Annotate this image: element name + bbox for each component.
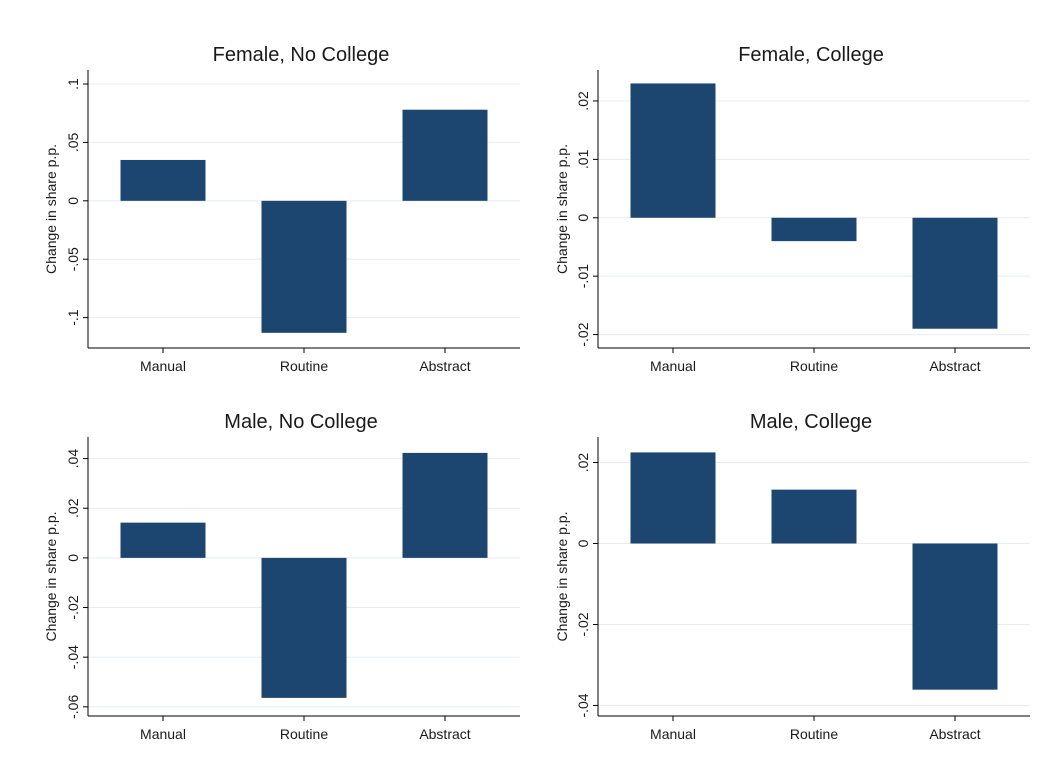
y-tick-label: .05 — [65, 132, 81, 152]
x-tick-label: Abstract — [419, 726, 470, 742]
y-tick-label: .01 — [575, 149, 591, 169]
x-tick-label: Manual — [650, 726, 696, 742]
x-tick-label: Abstract — [419, 358, 470, 374]
y-tick-label: .02 — [65, 498, 81, 518]
bar-manual — [630, 452, 716, 544]
x-tick-label: Routine — [790, 358, 838, 374]
y-tick-label: .1 — [65, 78, 81, 90]
chart-title: Female, No College — [213, 44, 390, 66]
chart-panel-1: .1 .05 0 -.05 -.1 Manual Routine Abstract Female… — [43, 44, 520, 374]
y-tick-label: 0 — [65, 554, 81, 562]
bar-abstract — [912, 543, 998, 690]
chart-panel-4: .02 0 -.02 -.04 Manual Routine Abstract Male, C… — [554, 411, 1030, 742]
bar-routine — [771, 217, 857, 242]
bar-abstract — [402, 452, 488, 558]
y-tick-label: -.01 — [575, 264, 591, 288]
y-axis-label: Change in share p.p. — [554, 512, 570, 642]
y-tick-label: 0 — [575, 214, 591, 222]
chart-title: Female, College — [738, 44, 884, 66]
x-tick-label: Routine — [790, 726, 838, 742]
x-tick-label: Manual — [650, 358, 696, 374]
chart-panel-3: .04 .02 0 -.02 -.04 -.06 Manual Routine Abstract… — [43, 411, 520, 742]
bar-routine — [261, 557, 347, 698]
y-tick-label: -.06 — [65, 695, 81, 719]
bar-abstract — [402, 109, 488, 201]
y-tick-label: -.04 — [65, 645, 81, 669]
y-tick-label: -.05 — [65, 247, 81, 271]
y-axis-label: Change in share p.p. — [43, 512, 59, 642]
x-tick-label: Abstract — [929, 358, 980, 374]
bar-manual — [120, 522, 206, 558]
bar-manual — [630, 83, 716, 218]
y-tick-label: -.04 — [575, 693, 591, 717]
x-tick-label: Manual — [140, 358, 186, 374]
y-axis-label: Change in share p.p. — [554, 144, 570, 274]
y-tick-label: .04 — [65, 449, 81, 469]
bar-routine — [261, 200, 347, 333]
bar-manual — [120, 159, 206, 201]
y-tick-label: -.1 — [65, 309, 81, 326]
x-tick-label: Manual — [140, 726, 186, 742]
bar-routine — [771, 489, 857, 544]
y-axis-label: Change in share p.p. — [43, 144, 59, 274]
x-tick-label: Routine — [280, 358, 328, 374]
x-tick-label: Abstract — [929, 726, 980, 742]
y-tick-label: -.02 — [575, 612, 591, 636]
chart-title: Male, No College — [224, 411, 377, 433]
y-tick-label: -.02 — [65, 595, 81, 619]
chart-panel-2: .02 .01 0 -.01 -.02 Manual Routine Abstract Fema… — [554, 44, 1030, 374]
y-tick-label: .02 — [575, 453, 591, 473]
bar-abstract — [912, 217, 998, 329]
y-tick-label: 0 — [65, 197, 81, 205]
y-tick-label: 0 — [575, 539, 591, 547]
chart-title: Male, College — [750, 411, 872, 433]
y-tick-label: -.02 — [575, 322, 591, 346]
x-tick-label: Routine — [280, 726, 328, 742]
y-tick-label: .02 — [575, 91, 591, 111]
